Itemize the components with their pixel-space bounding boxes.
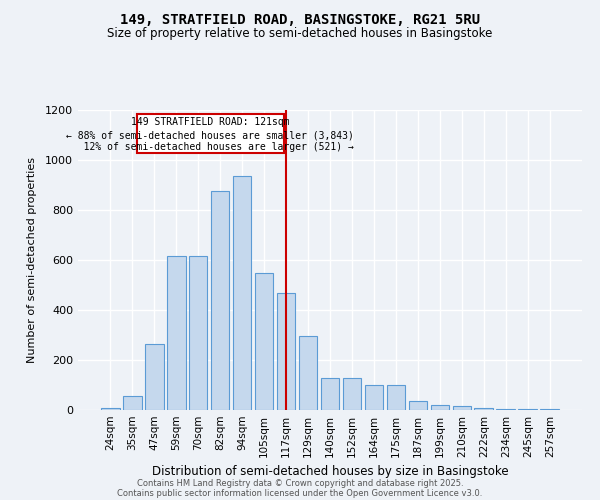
Text: Contains HM Land Registry data © Crown copyright and database right 2025.: Contains HM Land Registry data © Crown c… — [137, 478, 463, 488]
Bar — [189, 256, 208, 410]
Text: ← 88% of semi-detached houses are smaller (3,843): ← 88% of semi-detached houses are smalle… — [66, 130, 354, 140]
Text: Size of property relative to semi-detached houses in Basingstoke: Size of property relative to semi-detach… — [107, 28, 493, 40]
Bar — [431, 405, 449, 410]
Bar — [167, 256, 185, 410]
Text: Contains public sector information licensed under the Open Government Licence v3: Contains public sector information licen… — [118, 488, 482, 498]
Bar — [137, 114, 284, 152]
Bar — [475, 408, 493, 410]
Y-axis label: Number of semi-detached properties: Number of semi-detached properties — [26, 157, 37, 363]
Text: 149, STRATFIELD ROAD, BASINGSTOKE, RG21 5RU: 149, STRATFIELD ROAD, BASINGSTOKE, RG21 … — [120, 12, 480, 26]
Bar — [496, 409, 515, 410]
Bar — [101, 408, 119, 410]
Bar — [255, 272, 274, 410]
Bar — [343, 378, 361, 410]
Bar — [365, 385, 383, 410]
Bar — [320, 378, 340, 410]
Bar — [123, 396, 142, 410]
X-axis label: Distribution of semi-detached houses by size in Basingstoke: Distribution of semi-detached houses by … — [152, 466, 508, 478]
Bar — [409, 401, 427, 410]
Bar — [518, 409, 537, 410]
Bar — [211, 191, 229, 410]
Bar — [299, 336, 317, 410]
Bar — [233, 176, 251, 410]
Bar — [145, 344, 164, 410]
Text: 12% of semi-detached houses are larger (521) →: 12% of semi-detached houses are larger (… — [66, 142, 354, 152]
Bar — [386, 385, 405, 410]
Text: 149 STRATFIELD ROAD: 121sqm: 149 STRATFIELD ROAD: 121sqm — [131, 118, 290, 128]
Bar — [277, 292, 295, 410]
Bar — [452, 406, 471, 410]
Bar — [541, 409, 559, 410]
